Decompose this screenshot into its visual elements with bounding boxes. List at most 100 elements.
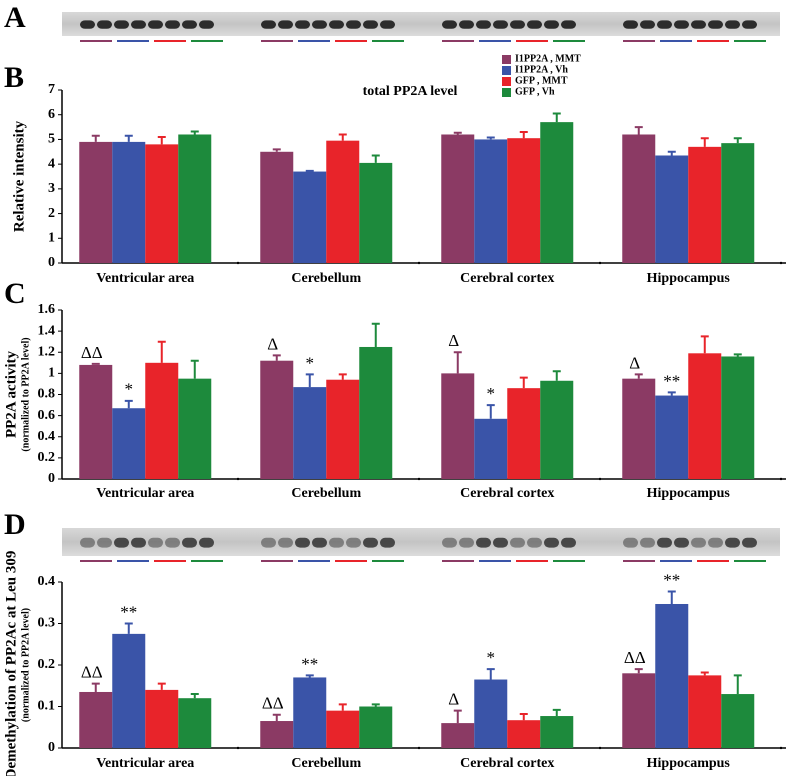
bar	[688, 675, 722, 748]
y-tick-label: 1.6	[38, 302, 56, 317]
bar	[359, 346, 393, 479]
legend-label: GFP , Vh	[515, 86, 555, 97]
significance-label: **	[301, 654, 318, 673]
significance-label: **	[120, 602, 137, 621]
x-tick	[598, 477, 602, 481]
error-bar	[157, 135, 166, 145]
error-bar	[91, 362, 100, 365]
y-tick-label: 4	[48, 156, 55, 171]
bar	[293, 387, 327, 479]
bar	[474, 679, 508, 748]
blot-band	[380, 20, 395, 29]
bar	[655, 155, 689, 263]
panel-label: B	[4, 61, 24, 94]
error-bar	[552, 370, 561, 381]
error-bar	[700, 671, 709, 676]
blot-band	[380, 537, 395, 548]
blot-band	[97, 20, 112, 29]
blot-band	[510, 537, 525, 548]
bar	[260, 360, 294, 479]
bar	[260, 151, 294, 263]
error-bar	[91, 134, 100, 142]
significance-label: Δ	[629, 353, 640, 372]
blot-band	[199, 20, 214, 29]
bar	[688, 353, 722, 479]
y-tick-label: 2	[48, 206, 55, 221]
y-axis-label: Relative intensity	[11, 120, 27, 232]
panel-label: D	[4, 508, 26, 541]
bar	[622, 134, 656, 263]
error-bar	[667, 391, 676, 396]
error-bar	[700, 335, 709, 354]
error-bar	[453, 131, 462, 135]
error-bar	[190, 359, 199, 379]
x-tick	[417, 477, 421, 481]
error-bar	[190, 693, 199, 699]
y-tick-label: 0.4	[38, 429, 56, 444]
legend-swatch	[502, 88, 511, 97]
error-bar	[305, 674, 314, 678]
x-tick-label: Hippocampus	[647, 271, 731, 286]
error-bar	[552, 708, 561, 717]
blot-band	[640, 537, 655, 548]
x-tick	[417, 746, 421, 750]
bar	[721, 694, 755, 748]
blot-band	[165, 20, 180, 29]
blot-band	[442, 537, 457, 548]
blot-band	[561, 537, 576, 548]
bar	[293, 171, 327, 263]
x-tick-label: Cerebral cortex	[460, 756, 554, 771]
significance-label: *	[306, 353, 315, 372]
bar	[178, 134, 212, 263]
blot-band	[674, 20, 689, 29]
bar	[112, 141, 146, 263]
blot-band	[674, 537, 689, 548]
x-tick	[598, 261, 602, 265]
blot-band	[742, 537, 757, 548]
y-axis-label: Demethylation of PP2Ac at Leu 309	[3, 551, 19, 776]
error-bar	[338, 373, 347, 380]
y-tick-label: 7	[48, 82, 55, 97]
x-tick	[779, 261, 783, 265]
blot-band	[544, 537, 559, 548]
error-bar	[700, 137, 709, 147]
bar	[145, 362, 179, 479]
blot-band	[640, 20, 655, 29]
blot-band	[493, 537, 508, 548]
bar	[145, 689, 179, 748]
blot-band	[657, 537, 672, 548]
error-bar	[190, 130, 199, 135]
blot-band	[182, 20, 197, 29]
error-bar	[486, 404, 495, 419]
bar	[540, 716, 574, 748]
error-bar	[272, 713, 281, 722]
x-tick-label: Ventricular area	[96, 756, 194, 771]
blot-band	[295, 20, 310, 29]
error-bar	[453, 709, 462, 724]
legend-swatch	[502, 77, 511, 86]
bar	[622, 378, 656, 479]
bar	[79, 691, 113, 748]
significance-label: *	[487, 384, 496, 403]
blot-band	[278, 20, 293, 29]
legend-label: I1PP2A , MMT	[515, 53, 581, 64]
blot-band	[261, 537, 276, 548]
blot-band	[312, 537, 327, 548]
y-tick-label: 3	[48, 181, 55, 196]
x-tick-label: Ventricular area	[96, 271, 194, 286]
panel-label: A	[4, 1, 26, 34]
bar	[655, 395, 689, 479]
blot-band	[691, 20, 706, 29]
bar	[79, 364, 113, 479]
error-bar	[486, 136, 495, 140]
x-tick	[417, 261, 421, 265]
blot-band	[295, 537, 310, 548]
blot-band	[329, 537, 344, 548]
x-tick-label: Cerebellum	[291, 756, 361, 771]
blot-band	[80, 537, 95, 548]
error-bar	[91, 682, 100, 692]
bar	[441, 134, 475, 263]
blot-band	[544, 20, 559, 29]
x-tick-label: Hippocampus	[647, 486, 731, 501]
